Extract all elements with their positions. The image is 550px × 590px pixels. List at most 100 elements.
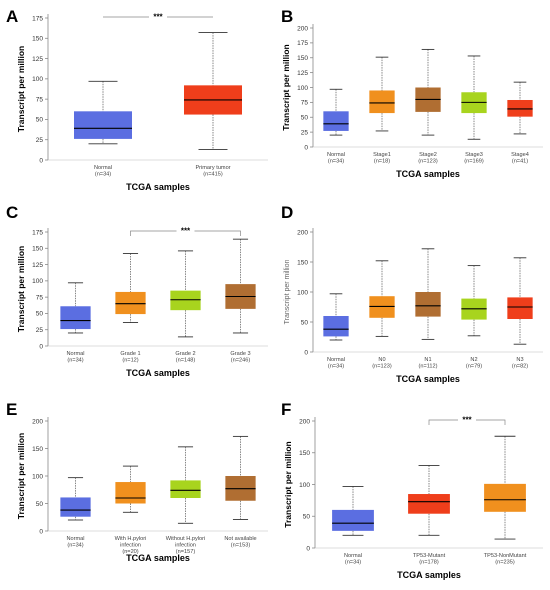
y-tick-label: 100 xyxy=(297,85,308,92)
box-body xyxy=(507,99,533,117)
box-0 xyxy=(60,282,91,334)
category-n-label: (n=34) xyxy=(67,543,83,549)
panel-a: A 0 25 50 75 100 125 150 175 Transcript per milli… xyxy=(0,0,275,196)
category-n-label: (n=415) xyxy=(203,172,223,178)
y-tick-label: 100 xyxy=(32,278,43,285)
y-axis-title: Transcript per million xyxy=(281,44,291,130)
x-axis-title: TCGA samples xyxy=(397,570,461,580)
x-axis-title: TCGA samples xyxy=(126,553,190,563)
category-label: Primary tumor xyxy=(195,165,230,171)
panel-letter: E xyxy=(6,400,17,419)
y-axis-title: Transcript per million xyxy=(283,441,293,527)
box-0 xyxy=(323,293,349,341)
y-tick-label: 0 xyxy=(304,349,308,356)
y-tick-label: 50 xyxy=(301,115,309,122)
y-tick-label: 0 xyxy=(306,545,310,552)
y-tick-label: 75 xyxy=(301,100,309,107)
box-body xyxy=(507,297,533,319)
category-label: N1 xyxy=(424,357,431,363)
x-axis-title: TCGA samples xyxy=(396,169,460,179)
y-tick-label: 100 xyxy=(299,482,310,489)
x-axis-title: TCGA samples xyxy=(396,374,460,384)
box-1 xyxy=(115,253,146,323)
significance-label: *** xyxy=(462,416,472,425)
box-2 xyxy=(484,435,526,540)
box-1 xyxy=(115,465,146,513)
y-tick-label: 150 xyxy=(297,259,308,266)
significance-label: *** xyxy=(181,227,191,236)
category-n-label: (n=148) xyxy=(176,358,196,364)
y-tick-label: 25 xyxy=(36,137,44,144)
category-label: Normal xyxy=(327,357,345,363)
category-n-label: (n=34) xyxy=(67,358,83,364)
box-0 xyxy=(60,477,91,521)
y-tick-label: 50 xyxy=(36,311,44,318)
box-body xyxy=(74,111,132,139)
y-tick-label: 175 xyxy=(32,229,43,236)
y-tick-label: 200 xyxy=(297,229,308,236)
category-label: TP53-Mutant xyxy=(413,553,446,559)
panel-letter: F xyxy=(281,400,291,419)
y-tick-label: 150 xyxy=(32,246,43,253)
category-label: Normal xyxy=(66,536,84,542)
y-tick-label: 0 xyxy=(39,528,43,535)
box-body xyxy=(170,480,201,498)
box-1 xyxy=(369,56,395,132)
category-n-label: (n=41) xyxy=(512,159,528,165)
box-body xyxy=(408,494,450,514)
y-axis-title: Transcript per million xyxy=(16,433,26,519)
y-tick-label: 200 xyxy=(297,25,308,32)
category-n-label: (n=123) xyxy=(372,364,392,370)
box-1 xyxy=(184,32,242,150)
category-n-label: (n=246) xyxy=(231,358,251,364)
significance-bg xyxy=(176,226,195,235)
box-3 xyxy=(225,435,256,520)
category-label: infection xyxy=(120,543,141,549)
category-n-label: (n=18) xyxy=(374,159,390,165)
category-label: Normal xyxy=(344,553,362,559)
box-body xyxy=(115,291,146,315)
category-n-label: (n=153) xyxy=(231,543,251,549)
x-axis-title: TCGA samples xyxy=(126,182,190,192)
category-n-label: (n=20) xyxy=(122,549,138,555)
y-tick-label: 125 xyxy=(297,70,308,77)
significance-bg xyxy=(149,12,167,21)
box-0 xyxy=(332,485,374,536)
y-tick-label: 125 xyxy=(32,56,43,63)
category-label: Stage1 xyxy=(373,152,391,158)
category-n-label: (n=79) xyxy=(466,364,482,370)
box-body xyxy=(170,290,201,311)
category-n-label: (n=34) xyxy=(95,172,111,178)
category-label: Stage3 xyxy=(465,152,483,158)
y-tick-label: 75 xyxy=(36,96,44,103)
box-2 xyxy=(170,250,201,338)
y-axis-title: Transcript per million xyxy=(16,46,26,132)
y-tick-label: 150 xyxy=(297,55,308,62)
y-tick-label: 50 xyxy=(36,117,44,124)
y-tick-label: 0 xyxy=(39,343,43,350)
box-3 xyxy=(461,265,487,337)
box-4 xyxy=(507,257,533,345)
panel-d: D 0 50 100 150 200 Transcript per million TCGA … xyxy=(275,196,550,392)
panel-f-svg: F 0 50 100 150 200 Transcript per million TCGA … xyxy=(281,400,543,580)
y-tick-label: 125 xyxy=(32,262,43,269)
category-label: With H.pylori xyxy=(115,536,147,542)
category-label: Stage2 xyxy=(419,152,437,158)
category-n-label: (n=235) xyxy=(495,560,515,566)
box-body xyxy=(369,90,395,114)
y-axis-title: Transcript per million xyxy=(16,246,26,332)
panel-a-svg: A 0 25 50 75 100 125 150 175 Transcript per milli… xyxy=(6,7,268,192)
panel-e: E 0 50 100 150 200 Transcript per million TCGA … xyxy=(0,393,275,590)
box-3 xyxy=(225,238,256,334)
y-tick-label: 75 xyxy=(36,294,44,301)
box-4 xyxy=(507,81,533,135)
y-tick-label: 100 xyxy=(297,289,308,296)
panel-d-svg: D 0 50 100 150 200 Transcript per million TCGA … xyxy=(281,203,543,384)
y-tick-label: 100 xyxy=(32,473,43,480)
y-tick-label: 50 xyxy=(303,514,311,521)
box-body xyxy=(484,483,526,512)
category-n-label: (n=169) xyxy=(464,159,484,165)
category-label: TP53-NonMutant xyxy=(484,553,527,559)
panel-letter: A xyxy=(6,7,18,26)
y-tick-label: 150 xyxy=(299,450,310,457)
